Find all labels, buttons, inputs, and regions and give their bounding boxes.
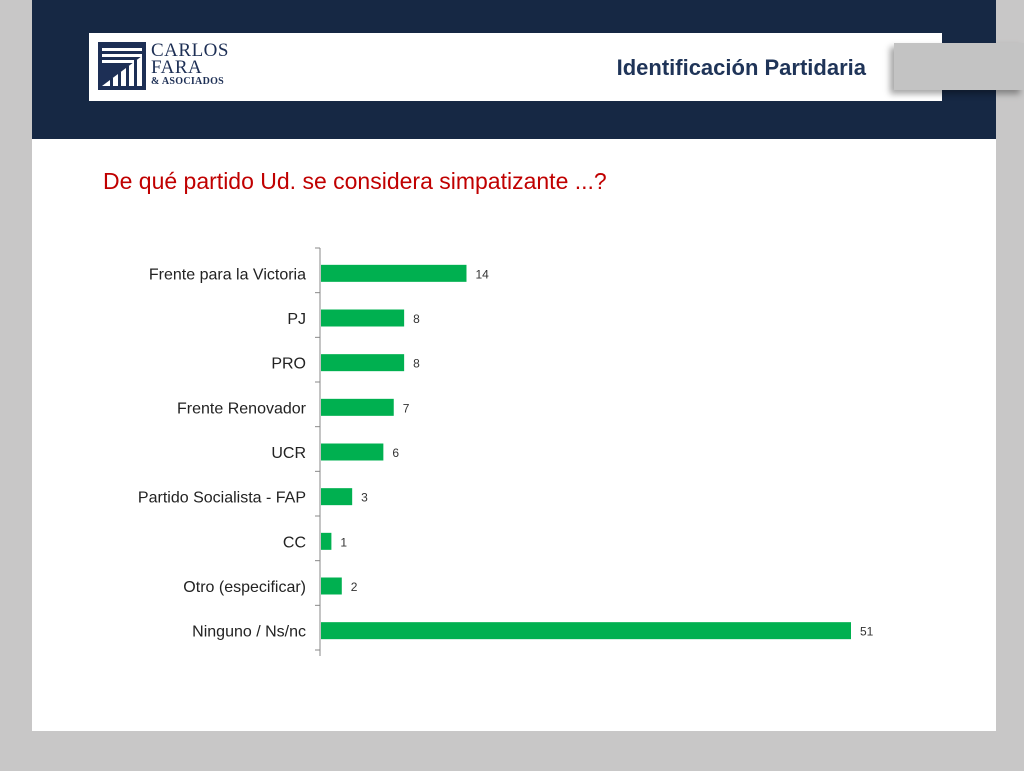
category-label: Frente Renovador xyxy=(177,400,307,417)
bar xyxy=(321,264,467,282)
bar xyxy=(321,622,851,640)
bar xyxy=(321,577,342,595)
header-box xyxy=(89,33,942,101)
bar xyxy=(321,309,405,327)
category-label: CC xyxy=(283,534,306,551)
data-label: 6 xyxy=(392,446,399,460)
header-tab xyxy=(894,43,1024,90)
category-label: Otro (especificar) xyxy=(183,579,306,596)
question-text: De qué partido Ud. se considera simpatiz… xyxy=(103,168,607,194)
category-label: UCR xyxy=(271,445,306,462)
data-label: 2 xyxy=(351,580,358,594)
category-label: Ninguno / Ns/nc xyxy=(192,624,306,641)
logo: CARLOS FARA & ASOCIADOS xyxy=(151,40,229,87)
bar xyxy=(321,443,384,461)
bar xyxy=(321,532,332,550)
bar xyxy=(321,488,353,506)
logo-icon xyxy=(98,42,146,90)
data-label: 3 xyxy=(361,491,368,505)
page-title: Identificación Partidaria xyxy=(616,55,866,80)
category-label: Partido Socialista - FAP xyxy=(138,490,306,507)
data-label: 8 xyxy=(413,357,420,371)
data-label: 8 xyxy=(413,312,420,326)
data-label: 7 xyxy=(403,401,410,415)
data-label: 51 xyxy=(860,625,874,639)
category-label: Frente para la Victoria xyxy=(149,266,306,283)
logo-line-3: & ASOCIADOS xyxy=(151,76,225,87)
data-label: 1 xyxy=(340,535,347,549)
logo-line-1: CARLOS xyxy=(151,40,229,61)
logo-line-2: FARA xyxy=(151,57,203,78)
category-label: PJ xyxy=(287,311,306,328)
bar xyxy=(321,354,405,372)
bar xyxy=(321,398,394,416)
data-label: 14 xyxy=(475,267,489,281)
category-label: PRO xyxy=(271,356,306,373)
